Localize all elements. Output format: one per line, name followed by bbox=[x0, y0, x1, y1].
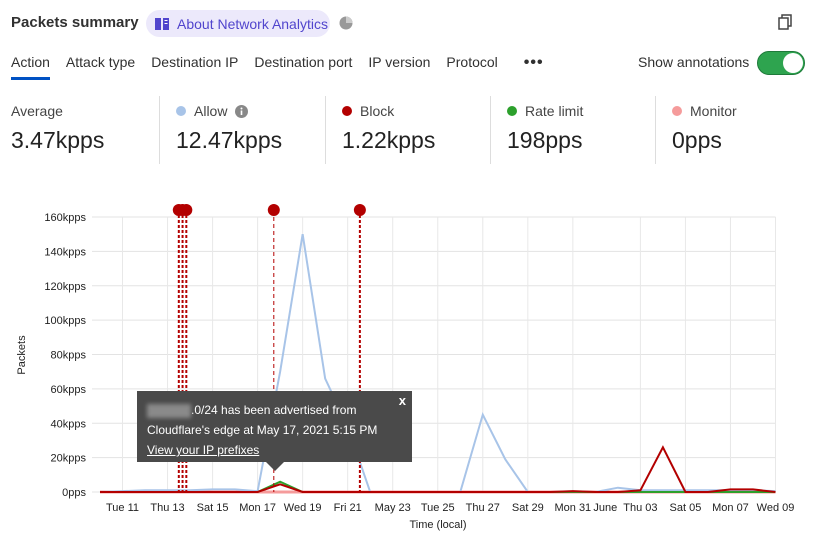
show-annotations-label: Show annotations bbox=[638, 54, 750, 70]
book-icon bbox=[155, 17, 169, 30]
x-tick-label: Thu 13 bbox=[150, 502, 184, 514]
rate-limit-dot-icon bbox=[507, 106, 517, 116]
x-tick-label: Thu 03 bbox=[623, 502, 657, 514]
y-tick-label: 60kpps bbox=[51, 384, 87, 396]
about-network-analytics-link[interactable]: About Network Analytics bbox=[146, 10, 330, 37]
stat-allow: Allow 12.47kpps bbox=[159, 96, 325, 164]
view-ip-prefixes-link[interactable]: View your IP prefixes bbox=[147, 443, 260, 457]
monitor-dot-icon bbox=[672, 106, 682, 116]
tooltip-line1: .0/24 has been advertised from bbox=[191, 403, 357, 417]
tab-protocol[interactable]: Protocol bbox=[446, 54, 498, 70]
annotation-marker[interactable] bbox=[353, 204, 366, 216]
about-label: About Network Analytics bbox=[177, 15, 328, 32]
stat-value: 0pps bbox=[672, 127, 722, 153]
tab-bar: Action Attack type Destination IP Destin… bbox=[11, 54, 544, 80]
close-tooltip-button[interactable]: x bbox=[398, 393, 406, 408]
copy-icon[interactable] bbox=[777, 13, 793, 31]
page-title: Packets summary bbox=[11, 14, 139, 31]
allow-dot-icon bbox=[176, 106, 186, 116]
annotation-tooltip: x .0/24 has been advertised from Cloudfl… bbox=[137, 391, 412, 462]
stat-value: 12.47kpps bbox=[176, 127, 283, 153]
stat-label: Block bbox=[360, 103, 395, 119]
y-tick-label: 160kpps bbox=[44, 212, 86, 224]
x-axis-label: Time (local) bbox=[409, 519, 466, 531]
stat-block: Block 1.22kpps bbox=[325, 96, 490, 164]
info-icon[interactable] bbox=[235, 104, 249, 118]
y-tick-label: 40kpps bbox=[51, 418, 87, 430]
x-tick-label: Tue 25 bbox=[421, 502, 455, 514]
y-tick-label: 100kpps bbox=[44, 315, 86, 327]
x-tick-label: Sat 29 bbox=[512, 502, 544, 514]
more-tabs-button[interactable]: ••• bbox=[523, 54, 544, 71]
tab-action[interactable]: Action bbox=[11, 54, 50, 80]
tab-destination-ip[interactable]: Destination IP bbox=[151, 54, 239, 70]
stat-label: Rate limit bbox=[525, 103, 584, 119]
tab-ip-version[interactable]: IP version bbox=[368, 54, 431, 70]
x-tick-label: Mon 07 bbox=[712, 502, 749, 514]
tooltip-line2: Cloudflare's edge at May 17, 2021 5:15 P… bbox=[147, 423, 378, 437]
pie-chart-icon[interactable] bbox=[338, 15, 354, 31]
show-annotations-toggle[interactable] bbox=[757, 51, 805, 75]
y-tick-label: 0pps bbox=[62, 487, 86, 499]
redacted-prefix bbox=[147, 403, 191, 418]
x-tick-label: Mon 31 bbox=[554, 502, 591, 514]
y-tick-label: 140kpps bbox=[44, 246, 86, 258]
y-tick-label: 80kpps bbox=[51, 350, 87, 362]
stat-label: Monitor bbox=[690, 103, 737, 119]
x-tick-label: Tue 11 bbox=[106, 502, 139, 514]
x-tick-label: Sat 15 bbox=[197, 502, 229, 514]
x-tick-label: Mon 17 bbox=[239, 502, 276, 514]
stat-value: 3.47kpps bbox=[11, 127, 105, 153]
stat-label: Allow bbox=[194, 103, 228, 119]
stat-value: 1.22kpps bbox=[342, 127, 436, 153]
y-tick-label: 20kpps bbox=[51, 453, 87, 465]
block-dot-icon bbox=[342, 106, 352, 116]
x-tick-label: Sat 05 bbox=[670, 502, 702, 514]
x-tick-label: Fri 21 bbox=[334, 502, 362, 514]
x-tick-label: Thu 27 bbox=[466, 502, 500, 514]
annotation-marker[interactable] bbox=[267, 204, 280, 216]
y-tick-label: 120kpps bbox=[44, 281, 86, 293]
x-tick-label: Wed 09 bbox=[757, 502, 795, 514]
stat-label: Average bbox=[11, 103, 63, 119]
stat-monitor: Monitor 0pps bbox=[655, 96, 815, 164]
x-tick-label: May 23 bbox=[375, 502, 411, 514]
series-line-block bbox=[100, 445, 776, 493]
stat-average: Average 3.47kpps bbox=[0, 96, 159, 164]
tooltip-arrow bbox=[266, 462, 284, 471]
tab-attack-type[interactable]: Attack type bbox=[65, 54, 136, 70]
y-axis-label: Packets bbox=[16, 335, 28, 375]
tab-destination-port[interactable]: Destination port bbox=[254, 54, 353, 70]
stat-rate-limit: Rate limit 198pps bbox=[490, 96, 655, 164]
stat-value: 198pps bbox=[507, 127, 583, 153]
annotation-marker[interactable] bbox=[180, 204, 193, 216]
x-tick-label: Wed 19 bbox=[284, 502, 322, 514]
x-tick-label: June bbox=[593, 502, 617, 514]
